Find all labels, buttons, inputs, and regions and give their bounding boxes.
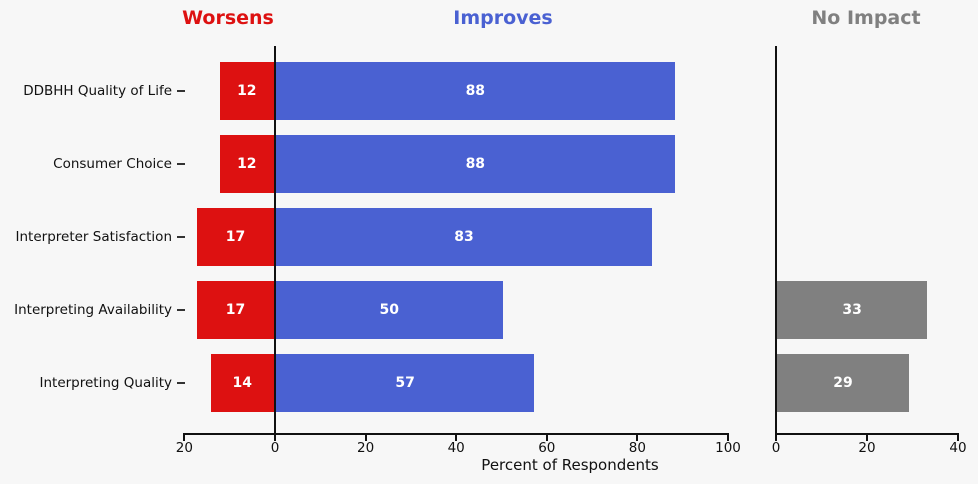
x-tick-label: 0: [270, 440, 280, 456]
y-tick-mark: [177, 382, 185, 384]
y-category-label: Consumer Choice: [53, 156, 172, 172]
worsens-header: Worsens: [182, 7, 274, 29]
x-tick-mark: [866, 433, 868, 441]
bar-no-impact: 33: [777, 281, 928, 339]
bar-improves: 88: [276, 135, 675, 193]
bar-value-label: 57: [395, 375, 415, 391]
bar-improves: 83: [276, 208, 652, 266]
bar-worsens: 14: [210, 354, 274, 412]
y-tick-mark: [177, 309, 185, 311]
y-tick-mark: [177, 236, 185, 238]
bar-improves: 50: [276, 281, 503, 339]
x-tick-label: 40: [949, 440, 967, 456]
bar-worsens: 17: [196, 281, 274, 339]
bar-value-label: 17: [225, 229, 246, 245]
x-tick-mark: [957, 433, 959, 441]
bar-improves: 57: [276, 354, 535, 412]
bar-value-label: 33: [842, 302, 862, 318]
x-tick-label: 40: [447, 440, 465, 456]
bar-value-label: 83: [454, 229, 474, 245]
bar-value-label: 88: [465, 83, 486, 99]
y-category-label: DDBHH Quality of Life: [23, 83, 172, 99]
bar-value-label: 12: [237, 156, 257, 172]
bar-no-impact: 29: [777, 354, 909, 412]
x-tick-label: 20: [858, 440, 876, 456]
x-tick-label: 0: [771, 440, 781, 456]
x-tick-label: 60: [538, 440, 556, 456]
y-category-label: Interpreting Availability: [14, 302, 172, 318]
bar-value-label: 12: [237, 83, 257, 99]
x-tick-mark: [545, 433, 548, 441]
main-zero-spine: [274, 46, 276, 433]
y-category-label: Interpreter Satisfaction: [15, 229, 172, 245]
no-impact-header: No Impact: [811, 7, 921, 29]
bar-value-label: 29: [833, 375, 853, 391]
x-tick-mark: [274, 433, 276, 441]
bar-worsens: 17: [196, 208, 274, 266]
x-tick-mark: [364, 433, 367, 441]
x-tick-mark: [775, 433, 777, 441]
x-tick-label: 80: [628, 440, 646, 456]
x-axis-title: Percent of Respondents: [481, 456, 659, 474]
bar-value-label: 17: [225, 302, 246, 318]
x-tick-mark: [636, 433, 639, 441]
x-tick-label: 20: [357, 440, 375, 456]
bar-value-label: 88: [465, 156, 486, 172]
x-tick-label: 100: [715, 440, 741, 456]
side-left-spine: [775, 46, 777, 433]
y-category-label: Interpreting Quality: [39, 375, 172, 391]
bar-value-label: 50: [379, 302, 399, 318]
bar-value-label: 14: [232, 375, 253, 391]
bar-worsens: 12: [219, 62, 274, 120]
bar-improves: 88: [276, 62, 675, 120]
y-tick-mark: [177, 90, 185, 92]
x-tick-mark: [183, 433, 186, 441]
x-tick-mark: [455, 433, 458, 441]
y-tick-mark: [177, 163, 185, 165]
x-tick-label: 20: [175, 440, 193, 456]
bar-worsens: 12: [219, 135, 274, 193]
x-tick-mark: [727, 433, 729, 441]
improves-header: Improves: [453, 7, 553, 29]
